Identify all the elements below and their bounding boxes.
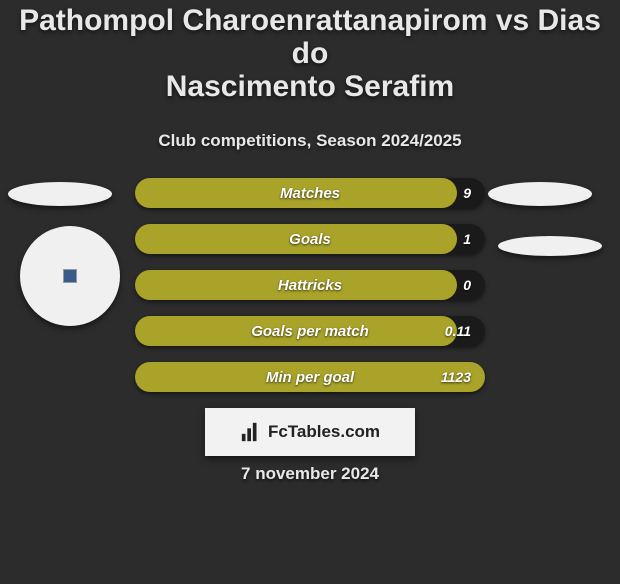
oval-right-2 [498, 236, 602, 256]
stat-bar-value: 1123 [441, 369, 471, 385]
stat-bar: Goals per match 0.11 [135, 316, 485, 346]
stat-bar: Min per goal 1123 [135, 362, 485, 392]
stat-bar-value: 0.11 [445, 323, 471, 339]
oval-left [8, 182, 112, 206]
content-area: Matches 9 Goals 1 Hattricks 0 Goals per match 0… [0, 164, 620, 584]
stat-bar-label: Min per goal [266, 369, 354, 386]
oval-right [488, 182, 592, 206]
stat-bar-label: Matches [280, 185, 340, 202]
stat-bar: Matches 9 [135, 178, 485, 208]
stat-bars: Matches 9 Goals 1 Hattricks 0 Goals per match 0… [135, 178, 485, 392]
logo-text: FcTables.com [268, 422, 380, 442]
stat-bar-value: 9 [463, 185, 471, 201]
stat-bar: Goals 1 [135, 224, 485, 254]
title-line1: Pathompol Charoenrattanapirom vs Dias do [19, 4, 601, 70]
bars-icon [240, 421, 262, 443]
avatar-circle [20, 226, 120, 326]
stat-bar-label: Goals per match [251, 323, 369, 340]
stat-bar-value: 1 [463, 231, 471, 247]
logo-box: FcTables.com [205, 408, 415, 456]
stat-bar: Hattricks 0 [135, 270, 485, 300]
stat-bar-label: Goals [289, 231, 331, 248]
subtitle: Club competitions, Season 2024/2025 [0, 131, 620, 151]
date-text: 7 november 2024 [241, 464, 379, 484]
stat-bar-label: Hattricks [278, 277, 342, 294]
page-title: Pathompol Charoenrattanapirom vs Dias do… [0, 4, 620, 103]
title-line2: Nascimento Serafim [166, 70, 454, 103]
stat-bar-value: 0 [463, 277, 471, 293]
flag-icon [63, 269, 77, 283]
